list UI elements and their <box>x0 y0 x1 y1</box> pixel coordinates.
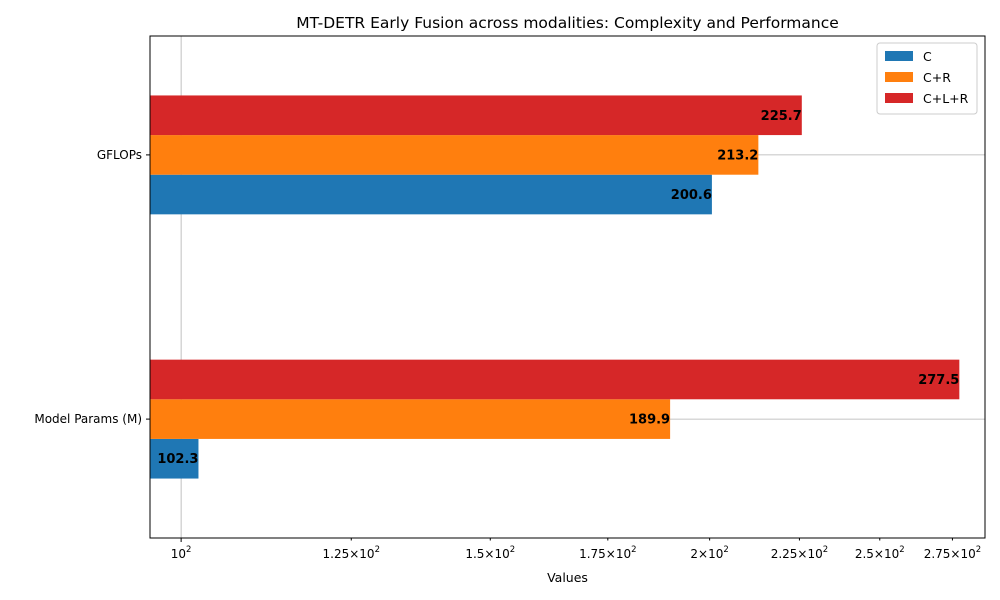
y-axis-ticks: GFLOPs Model Params (M) <box>34 148 150 426</box>
bars <box>150 95 960 479</box>
legend-swatch <box>885 51 913 61</box>
legend-swatch <box>885 93 913 103</box>
y-tick-label: GFLOPs <box>97 148 142 162</box>
x-tick-label: 102 <box>171 545 192 561</box>
x-tick-label: 2.5×102 <box>855 545 905 561</box>
data-labels: 200.6 102.3 213.2 189.9 225.7 277.5 <box>157 109 959 467</box>
bar-value-label: 225.7 <box>761 109 802 124</box>
bar-c-r <box>150 399 671 439</box>
bar-value-label: 213.2 <box>717 148 758 163</box>
x-tick-label: 2×102 <box>690 545 728 561</box>
x-tick-label: 2.75×102 <box>924 545 981 561</box>
legend-label: C <box>923 49 932 64</box>
y-tick-label: Model Params (M) <box>34 412 142 426</box>
bar-value-label: 189.9 <box>629 413 670 428</box>
legend-label: C+L+R <box>923 91 969 106</box>
bar-c-l-r <box>150 359 960 400</box>
chart-title: MT-DETR Early Fusion across modalities: … <box>296 14 839 32</box>
plot-frame <box>149 35 986 539</box>
bar-value-label: 102.3 <box>157 452 198 467</box>
bar-c-r <box>150 135 759 175</box>
legend[interactable]: C C+R C+L+R <box>876 42 978 115</box>
legend-swatch <box>885 72 913 82</box>
bar-value-label: 200.6 <box>671 188 712 203</box>
x-tick-label: 1.75×102 <box>579 545 636 561</box>
x-tick-label: 2.25×102 <box>771 545 828 561</box>
x-axis-label: Values <box>547 570 588 585</box>
x-axis-ticks: 102 1.25×102 1.5×102 1.75×102 2×102 2.25×102 2… <box>171 538 981 561</box>
bar-c <box>150 174 712 215</box>
x-tick-label: 1.25×102 <box>323 545 380 561</box>
x-tick-label: 1.5×102 <box>465 545 515 561</box>
bar-c <box>150 438 199 479</box>
bar-c-l-r <box>150 95 802 136</box>
legend-label: C+R <box>923 70 951 85</box>
bar-value-label: 277.5 <box>918 373 959 388</box>
